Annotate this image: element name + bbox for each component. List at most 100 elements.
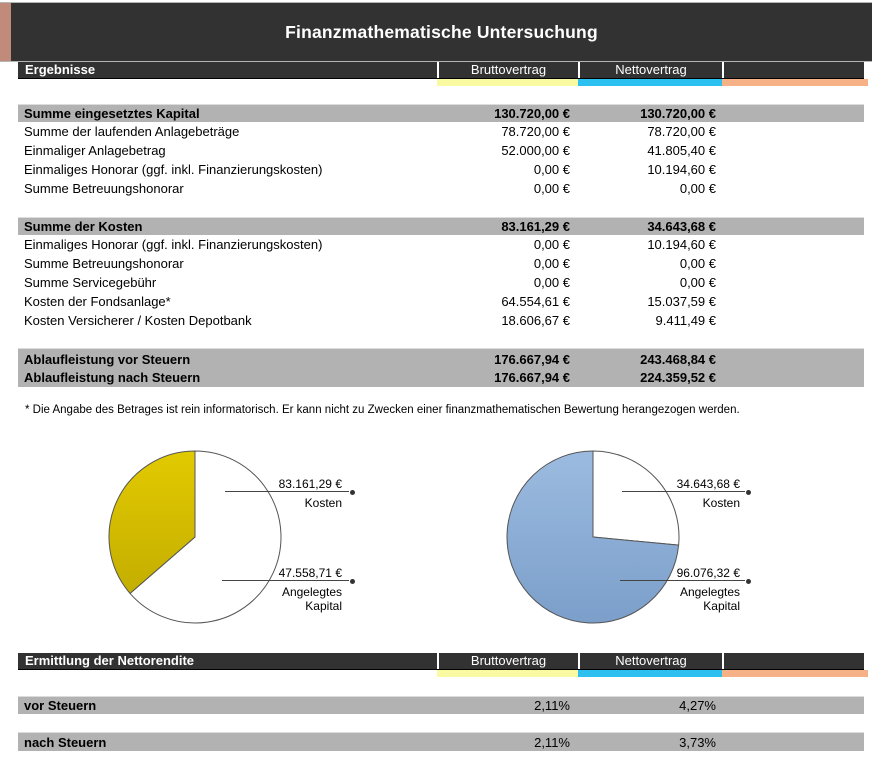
pie-slice-angelegtes-kapital <box>108 450 196 595</box>
header-spacer-cell <box>722 653 864 669</box>
rendite-header-bar: Ermittlung der Nettorendite Bruttovertra… <box>18 653 864 670</box>
pie-callout-kosten: 34.643,68 € Kosten <box>620 477 740 510</box>
table-row: Einmaliger Anlagebetrag 52.000,00 € 41.8… <box>18 141 864 160</box>
summary-row: Ablaufleistung nach Steuern 176.667,94 €… <box>18 368 864 386</box>
netto-value: 10.194,60 € <box>647 237 716 252</box>
pie-callout-angelegtes-kapital: 96.076,32 € Angelegtes Kapital <box>620 566 740 613</box>
leader-line <box>622 490 751 495</box>
column-accent-strips <box>18 670 868 677</box>
netto-value: 224.359,52 € <box>640 369 716 385</box>
leader-line <box>222 579 355 584</box>
callout-label: Kosten <box>702 496 740 510</box>
title-bar: Finanzmathematische Untersuchung <box>0 2 872 62</box>
summary-row: Ablaufleistung vor Steuern 176.667,94 € … <box>18 350 864 368</box>
rendite-row: nach Steuern 2,11% 3,73% <box>18 732 864 751</box>
table-row: Einmaliges Honorar (ggf. inkl. Finanzier… <box>18 160 864 179</box>
callout-value: 96.076,32 € <box>676 566 740 580</box>
netto-accent-strip <box>578 670 722 677</box>
netto-accent-strip <box>578 79 722 86</box>
callout-label: Angelegtes Kapital <box>281 585 342 613</box>
brutto-value: 2,11% <box>534 734 570 750</box>
section-header-row: Summe eingesetztes Kapital 130.720,00 € … <box>18 104 864 122</box>
brutto-value: 0,00 € <box>533 181 570 196</box>
netto-value: 41.805,40 € <box>647 143 716 158</box>
netto-value: 130.720,00 € <box>640 106 716 121</box>
results-table: Ergebnisse Bruttovertrag Nettovertrag Su… <box>18 62 868 387</box>
pie-callout-angelegtes-kapital: 47.558,71 € Angelegtes Kapital <box>222 566 342 613</box>
row-label: Einmaliges Honorar (ggf. inkl. Finanzier… <box>24 162 323 177</box>
brutto-value: 78.720,00 € <box>501 124 570 139</box>
callout-value: 83.161,29 € <box>278 477 342 491</box>
brutto-value: 176.667,94 € <box>494 351 570 367</box>
table-row: Einmaliges Honorar (ggf. inkl. Finanzier… <box>18 235 864 254</box>
brutto-value: 52.000,00 € <box>501 143 570 158</box>
row-label: Summe der Kosten <box>24 219 143 234</box>
table-row: Summe der laufenden Anlagebeträge 78.720… <box>18 122 864 141</box>
column-header-nettovertrag: Nettovertrag <box>578 653 722 669</box>
table-row: Summe Betreuungshonorar 0,00 € 0,00 € <box>18 179 864 198</box>
results-header-bar: Ergebnisse Bruttovertrag Nettovertrag <box>18 62 864 79</box>
strip-spacer <box>18 670 437 677</box>
summary-block: Ablaufleistung vor Steuern 176.667,94 € … <box>18 348 864 387</box>
netto-value: 34.643,68 € <box>647 219 716 234</box>
netto-value: 0,00 € <box>679 275 716 290</box>
brutto-value: 64.554,61 € <box>501 294 570 309</box>
right-accent-strip <box>722 79 868 86</box>
row-label: nach Steuern <box>24 734 107 750</box>
netto-value: 10.194,60 € <box>647 162 716 177</box>
pie-slice-kosten <box>592 450 680 546</box>
brutto-value: 83.161,29 € <box>501 219 570 234</box>
netto-value: 0,00 € <box>679 181 716 196</box>
results-header-title: Ergebnisse <box>25 62 96 77</box>
callout-label: Angelegtes Kapital <box>679 585 740 613</box>
row-label: vor Steuern <box>24 698 97 713</box>
row-label: Summe Betreuungshonorar <box>24 256 184 271</box>
title-accent-strip <box>0 3 11 61</box>
rendite-header-title: Ermittlung der Nettorendite <box>25 653 195 668</box>
row-label: Einmaliger Anlagebetrag <box>24 143 166 158</box>
netto-value: 9.411,49 € <box>655 313 716 328</box>
leader-line <box>620 579 751 584</box>
leader-line <box>225 490 355 495</box>
brutto-value: 130.720,00 € <box>494 106 570 121</box>
netto-value: 78.720,00 € <box>647 124 716 139</box>
table-row: Kosten Versicherer / Kosten Depotbank 18… <box>18 311 864 330</box>
column-header-bruttovertrag: Bruttovertrag <box>437 653 578 669</box>
row-label: Summe der laufenden Anlagebeträge <box>24 124 240 139</box>
title-background: Finanzmathematische Untersuchung <box>11 3 872 61</box>
charts-area: 83.161,29 € Kosten 47.558,71 € Angelegte… <box>0 435 872 653</box>
brutto-value: 2,11% <box>534 698 570 713</box>
pie-chart-left <box>108 450 282 624</box>
brutto-value: 0,00 € <box>533 162 570 177</box>
brutto-accent-strip <box>437 79 578 86</box>
page-title: Finanzmathematische Untersuchung <box>285 21 598 42</box>
netto-value: 3,73% <box>679 734 716 750</box>
table-row: Summe Servicegebühr 0,00 € 0,00 € <box>18 273 864 292</box>
row-label: Summe Betreuungshonorar <box>24 181 184 196</box>
row-label: Summe eingesetztes Kapital <box>24 106 200 121</box>
row-label: Kosten der Fondsanlage* <box>24 294 171 309</box>
brutto-value: 0,00 € <box>533 256 570 271</box>
header-spacer-cell <box>722 62 864 78</box>
row-label: Ablaufleistung vor Steuern <box>24 351 191 367</box>
section-header-row: Summe der Kosten 83.161,29 € 34.643,68 € <box>18 217 864 235</box>
footnote: * Die Angabe des Betrages ist rein infor… <box>25 404 740 416</box>
table-row: Summe Betreuungshonorar 0,00 € 0,00 € <box>18 254 864 273</box>
callout-value: 34.643,68 € <box>676 477 740 491</box>
pie-callout-kosten: 83.161,29 € Kosten <box>222 477 342 510</box>
table-row: Kosten der Fondsanlage* 64.554,61 € 15.0… <box>18 292 864 311</box>
row-label: Kosten Versicherer / Kosten Depotbank <box>24 313 252 328</box>
netto-value: 15.037,59 € <box>647 294 716 309</box>
brutto-value: 18.606,67 € <box>501 313 570 328</box>
brutto-value: 0,00 € <box>533 237 570 252</box>
pie-slice-angelegtes-kapital <box>506 450 680 624</box>
netto-value: 0,00 € <box>679 256 716 271</box>
column-accent-strips <box>18 79 868 86</box>
row-label: Ablaufleistung nach Steuern <box>24 369 201 385</box>
netto-value: 4,27% <box>679 698 716 713</box>
row-label: Einmaliges Honorar (ggf. inkl. Finanzier… <box>24 237 323 252</box>
callout-value: 47.558,71 € <box>278 566 342 580</box>
right-accent-strip <box>722 670 868 677</box>
strip-spacer <box>18 79 437 86</box>
